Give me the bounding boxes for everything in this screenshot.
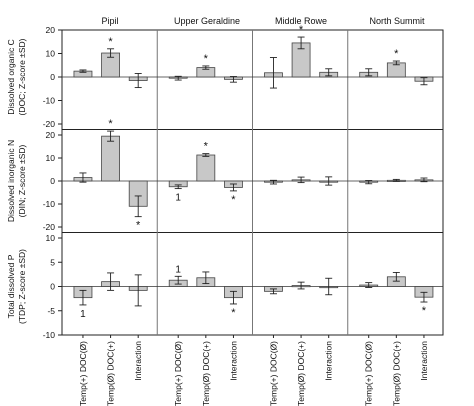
y-tick-label: 10 <box>46 233 56 243</box>
panel-3: -10 -5 0 5 10 Total dissolved P (TDP; Z-score … <box>6 233 443 340</box>
y-tick-label: 10 <box>46 49 56 59</box>
y-tick-label: -20 <box>43 222 56 232</box>
x-tick-label: Temp(+) DOC(Ø) <box>268 341 278 406</box>
y-axis-label: Dissolved organic C <box>6 39 16 115</box>
site-title-north-summit: North Summit <box>369 16 425 26</box>
panel-2: -20 -10 0 10 20 Dissolved inorganic N (DIN; Z-… <box>6 118 443 232</box>
x-tick-label: Temp(Ø) DOC(+) <box>106 341 116 406</box>
significance-star: * <box>204 141 209 153</box>
site-title-middle-rowe: Middle Rowe <box>275 16 327 26</box>
x-tick-label: Temp(+) DOC(Ø) <box>78 341 88 406</box>
x-tick-labels: Temp(+) DOC(Ø) Temp(Ø) DOC(+) Interaction T… <box>78 335 429 406</box>
x-tick-label: Temp(Ø) DOC(+) <box>391 341 401 406</box>
site-title-upper-geraldine: Upper Geraldine <box>174 16 240 26</box>
significance-star: * <box>394 48 399 60</box>
x-tick-label: Interaction <box>324 341 334 381</box>
y-tick-label: 0 <box>50 282 55 292</box>
bar <box>101 135 120 182</box>
site-titles: Pipil Upper Geraldine Middle Rowe North … <box>101 16 425 26</box>
y-tick-label: -5 <box>47 306 55 316</box>
y-tick-label: 0 <box>50 72 55 82</box>
y-tick-label: 20 <box>46 130 56 140</box>
y-axis-label: Total dissolved P <box>6 254 16 318</box>
bar <box>196 154 216 182</box>
y-tick-label: 0 <box>50 176 55 186</box>
y-tick-label: 20 <box>46 25 56 35</box>
y-tick-label: -20 <box>43 119 56 129</box>
x-tick-label: Temp(+) DOC(Ø) <box>173 341 183 406</box>
significance-star: * <box>136 220 141 232</box>
panel-1: -20 -10 0 10 20 Dissolved organic C (DOC; Z-sc… <box>6 24 443 129</box>
x-tick-label: Temp(+) DOC(Ø) <box>364 341 374 406</box>
y-tick-label: -10 <box>43 96 56 106</box>
significance-star: * <box>231 194 236 206</box>
y-tick-label: -10 <box>43 330 56 340</box>
significance-star: * <box>299 24 304 36</box>
significance-star: * <box>422 305 427 317</box>
x-tick-label: Interaction <box>228 341 238 381</box>
y-axis-label: Dissolved inorganic N <box>6 140 16 222</box>
x-tick-label: Interaction <box>133 341 143 381</box>
significance-star: * <box>108 118 113 130</box>
y-tick-label: -10 <box>43 199 56 209</box>
significance-star: * <box>204 53 209 65</box>
annotation-label: 1 <box>175 193 181 204</box>
significance-star: * <box>231 307 236 319</box>
y-axis-label: (DIN; Z-score ±SD) <box>17 145 27 218</box>
site-title-pipil: Pipil <box>101 16 118 26</box>
x-tick-label: Temp(Ø) DOC(+) <box>296 341 306 406</box>
y-tick-label: 10 <box>46 153 56 163</box>
annotation-label: 1 <box>80 309 86 320</box>
annotation-label: 1 <box>175 264 181 275</box>
significance-star: * <box>108 36 113 48</box>
x-tick-label: Temp(Ø) DOC(+) <box>201 341 211 406</box>
y-axis-label: (TDP; Z-score ±SD) <box>17 249 27 324</box>
y-axis-label: (DOC; Z-score ±SD) <box>17 38 27 115</box>
x-tick-label: Interaction <box>419 341 429 381</box>
y-tick-label: 5 <box>50 257 55 267</box>
